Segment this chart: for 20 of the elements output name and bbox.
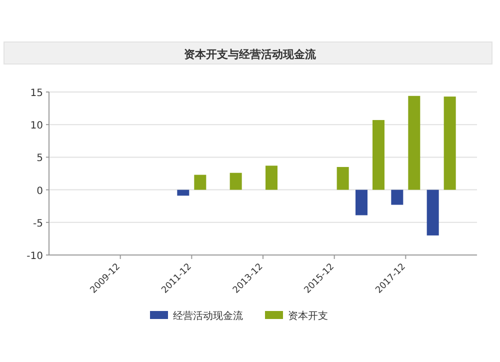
y-tick-label: 10 [30, 120, 43, 132]
chart-title: 资本开支与经营活动现金流 [184, 48, 317, 61]
bar [356, 190, 368, 216]
legend-label: 经营活动现金流 [173, 310, 243, 322]
y-tick-label: 0 [36, 186, 43, 197]
bar [444, 96, 456, 190]
y-tick-label: 5 [36, 153, 43, 164]
bar [372, 120, 384, 190]
y-tick-label: 15 [30, 88, 43, 99]
bar [194, 174, 206, 190]
bar [391, 190, 404, 205]
bar [408, 96, 420, 190]
bar [336, 166, 349, 190]
bar [266, 166, 278, 190]
bar [426, 190, 439, 236]
legend-label: 资本开支 [288, 310, 328, 322]
y-tick-label: -5 [33, 218, 43, 230]
bar [177, 190, 190, 196]
y-tick-label: -10 [26, 251, 43, 262]
bar [230, 172, 242, 190]
